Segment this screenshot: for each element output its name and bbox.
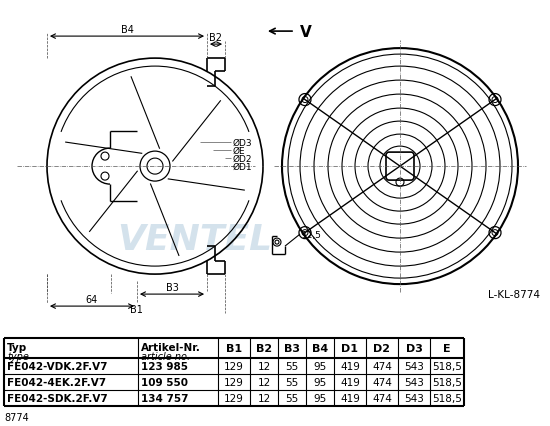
Text: 12: 12	[257, 377, 271, 387]
Text: E: E	[443, 343, 451, 353]
Text: D3: D3	[405, 343, 422, 353]
Text: FE042-VDK.2F.V7: FE042-VDK.2F.V7	[7, 361, 107, 371]
Text: D2: D2	[373, 343, 390, 353]
Text: 543: 543	[404, 393, 424, 403]
Text: D1: D1	[342, 343, 359, 353]
Text: 129: 129	[224, 377, 244, 387]
Text: 8774: 8774	[4, 412, 29, 422]
Text: B2: B2	[256, 343, 272, 353]
Text: 95: 95	[314, 393, 327, 403]
Text: 474: 474	[372, 377, 392, 387]
Text: 474: 474	[372, 393, 392, 403]
Text: FE042-SDK.2F.V7: FE042-SDK.2F.V7	[7, 393, 108, 403]
Text: 129: 129	[224, 361, 244, 371]
Text: Typ: Typ	[7, 343, 28, 352]
Text: 12: 12	[257, 361, 271, 371]
Text: 543: 543	[404, 361, 424, 371]
Text: ØD3: ØD3	[233, 138, 252, 147]
Text: 134 757: 134 757	[141, 393, 189, 403]
Text: 474: 474	[372, 361, 392, 371]
Text: 55: 55	[285, 393, 299, 403]
Text: B4: B4	[312, 343, 328, 353]
Text: 543: 543	[404, 377, 424, 387]
Text: 55: 55	[285, 361, 299, 371]
Text: ØE: ØE	[233, 146, 246, 155]
Text: B3: B3	[166, 282, 178, 292]
Text: B2: B2	[210, 33, 223, 43]
Text: Artikel-Nr.: Artikel-Nr.	[141, 343, 201, 352]
Text: ØD1: ØD1	[233, 162, 252, 171]
Text: 123 985: 123 985	[141, 361, 188, 371]
Text: article no.: article no.	[141, 351, 190, 361]
Text: 95: 95	[314, 361, 327, 371]
Text: 95: 95	[314, 377, 327, 387]
Text: V: V	[300, 25, 312, 40]
Text: 12: 12	[257, 393, 271, 403]
Text: B4: B4	[120, 25, 134, 35]
Text: 419: 419	[340, 377, 360, 387]
Text: 518,5: 518,5	[432, 377, 462, 387]
Text: 55: 55	[285, 377, 299, 387]
Text: B3: B3	[284, 343, 300, 353]
Text: ØD2: ØD2	[233, 154, 252, 163]
Text: 129: 129	[224, 393, 244, 403]
Text: 64: 64	[86, 294, 98, 305]
Text: B1: B1	[130, 305, 142, 314]
Text: VENTEL: VENTEL	[118, 222, 273, 256]
Text: FE042-4EK.2F.V7: FE042-4EK.2F.V7	[7, 377, 106, 387]
Text: B1: B1	[226, 343, 242, 353]
Text: L-KL-8774: L-KL-8774	[488, 289, 540, 299]
Text: 518,5: 518,5	[432, 361, 462, 371]
Text: type: type	[7, 351, 29, 361]
Text: 419: 419	[340, 393, 360, 403]
Text: 12,5: 12,5	[302, 230, 322, 239]
Text: 518,5: 518,5	[432, 393, 462, 403]
Text: 419: 419	[340, 361, 360, 371]
Text: 109 550: 109 550	[141, 377, 188, 387]
